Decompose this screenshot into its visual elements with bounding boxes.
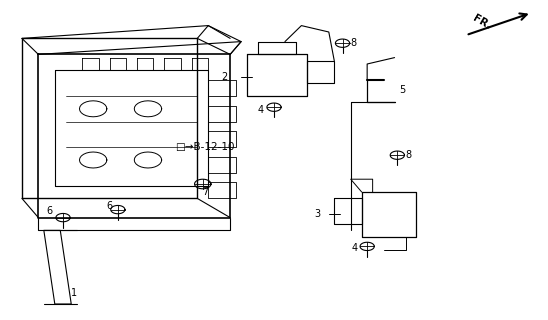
- Text: 5: 5: [399, 84, 406, 95]
- Text: 1: 1: [71, 288, 77, 298]
- Text: FR.: FR.: [471, 13, 493, 32]
- Text: 7: 7: [202, 187, 209, 197]
- Text: 6: 6: [46, 206, 53, 216]
- Text: 8: 8: [405, 150, 412, 160]
- Text: 8: 8: [350, 38, 357, 48]
- Text: 3: 3: [315, 209, 321, 220]
- Text: 4: 4: [258, 105, 264, 116]
- Text: 2: 2: [221, 72, 228, 82]
- Text: □→B-12-10: □→B-12-10: [175, 142, 235, 152]
- Text: 6: 6: [106, 201, 113, 212]
- Text: 4: 4: [352, 243, 358, 253]
